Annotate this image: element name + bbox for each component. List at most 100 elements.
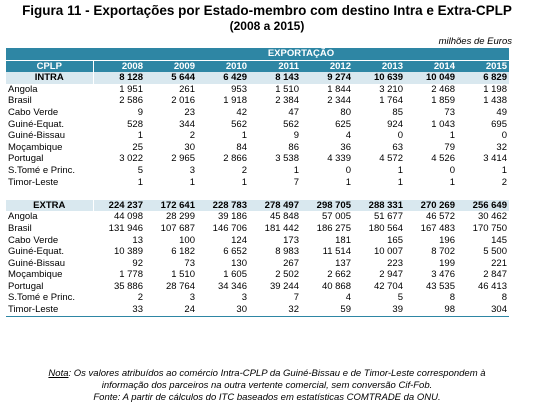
value-cell: 25: [132, 141, 143, 153]
country-label: Angola: [8, 83, 38, 95]
value-cell: 146 706: [212, 222, 247, 234]
value-cell: 86: [288, 141, 299, 153]
group-total-cell: 224 237: [92, 199, 145, 212]
country-label: Timor-Leste: [6, 304, 93, 317]
value-cell: 6 182: [171, 246, 195, 258]
value-cell: 131 946: [108, 222, 143, 234]
country-label: Moçambique: [8, 269, 63, 281]
value-cell: 1: [449, 176, 455, 188]
country-label: S.Tomé e Princ.: [8, 292, 76, 304]
value-cell: 73: [184, 257, 195, 269]
value-cell: 3 414: [483, 153, 507, 165]
value-cell: 1 043: [431, 118, 455, 130]
value-cell: 32: [249, 304, 301, 317]
group-total-row: EXTRA 224 237 172 641 228 783 278 497 298 705…: [6, 199, 509, 212]
value-cell: 2: [189, 130, 195, 142]
year-header: 2014: [405, 59, 457, 73]
group-total-row: INTRA 8 128 5 644 6 429 8 143 9 274 10 639 10 0…: [6, 72, 509, 84]
value-cell: 49: [496, 106, 507, 118]
country-label: Angola: [8, 211, 38, 223]
value-cell: 0: [501, 130, 507, 142]
value-cell: 199: [439, 257, 455, 269]
value-cell: 11 514: [322, 246, 351, 258]
value-cell: 1: [293, 164, 299, 176]
value-cell: 625: [335, 118, 351, 130]
value-cell: 2 662: [327, 269, 351, 281]
year-header: 2012: [301, 59, 353, 73]
value-cell: 42 704: [373, 280, 403, 292]
value-cell: 173: [283, 234, 299, 246]
value-cell: 1: [241, 176, 247, 188]
value-cell: 42: [236, 106, 247, 118]
value-cell: 3: [241, 292, 247, 304]
value-cell: 2 016: [171, 95, 195, 107]
value-cell: 46 413: [477, 280, 507, 292]
value-cell: 30 462: [477, 211, 507, 223]
value-cell: 84: [236, 141, 247, 153]
value-cell: 130: [231, 257, 247, 269]
value-cell: 36: [340, 141, 351, 153]
value-cell: 1: [137, 130, 143, 142]
group-spacer: [6, 188, 509, 200]
value-cell: 80: [340, 106, 351, 118]
value-cell: 8 702: [431, 246, 455, 258]
value-cell: 35 886: [113, 280, 143, 292]
group-total-cell: 8 128: [92, 72, 145, 84]
note-text: : Os valores atribuídos ao comércio Intr…: [68, 368, 486, 379]
group-total-cell: 6 829: [457, 72, 509, 84]
value-cell: 43 535: [425, 280, 455, 292]
value-cell: 165: [387, 234, 403, 246]
value-cell: 4: [345, 292, 351, 304]
value-cell: 2 344: [327, 95, 351, 107]
value-cell: 124: [231, 234, 247, 246]
year-header: 2013: [353, 59, 405, 73]
group-total-cell: 288 331: [353, 199, 405, 212]
value-cell: 344: [179, 118, 195, 130]
value-cell: 13: [132, 234, 143, 246]
group-name: EXTRA: [6, 199, 93, 212]
country-label: Timor-Leste: [8, 176, 59, 188]
value-cell: 1 951: [119, 83, 143, 95]
value-cell: 1 510: [275, 83, 299, 95]
table-row: Moçambique 1 778 1 510 1 605 2 502 2 662 2 947…: [6, 269, 509, 281]
group-total-cell: 256 649: [457, 199, 509, 212]
value-cell: 7: [293, 176, 299, 188]
unit-label: milhões de Euros: [438, 36, 512, 47]
group-total-cell: 8 143: [249, 72, 301, 84]
value-cell: 180 564: [368, 222, 403, 234]
value-cell: 45 848: [269, 211, 299, 223]
value-cell: 0: [449, 164, 455, 176]
year-header: 2011: [249, 59, 301, 73]
value-cell: 167 483: [420, 222, 455, 234]
table-row: Angola 44 098 28 299 39 186 45 848 57 005 51 6…: [6, 211, 509, 223]
country-label: Brasil: [8, 95, 32, 107]
value-cell: 63: [392, 141, 403, 153]
value-cell: 3: [189, 164, 195, 176]
value-cell: 267: [283, 257, 299, 269]
value-cell: 953: [231, 83, 247, 95]
value-cell: 2 965: [171, 153, 195, 165]
value-cell: 1: [397, 164, 403, 176]
value-cell: 39 186: [217, 211, 247, 223]
value-cell: 261: [179, 83, 195, 95]
value-cell: 1 605: [223, 269, 247, 281]
value-cell: 2: [241, 164, 247, 176]
value-cell: 562: [231, 118, 247, 130]
value-cell: 5: [397, 292, 403, 304]
value-cell: 223: [387, 257, 403, 269]
value-cell: 562: [283, 118, 299, 130]
value-cell: 304: [457, 304, 509, 317]
group-total-cell: 10 639: [353, 72, 405, 84]
table-row: Guiné-Bissau 1 2 1 9 4 0 1 0: [6, 130, 509, 142]
value-cell: 0: [345, 164, 351, 176]
country-label: Cabo Verde: [8, 106, 59, 118]
value-cell: 221: [491, 257, 507, 269]
value-cell: 2 502: [275, 269, 299, 281]
value-cell: 51 677: [373, 211, 403, 223]
band-spacer: [6, 48, 93, 61]
group-total-cell: 6 429: [197, 72, 249, 84]
value-cell: 39 244: [269, 280, 299, 292]
value-cell: 1 918: [223, 95, 247, 107]
group-name: INTRA: [6, 72, 93, 84]
value-cell: 85: [392, 106, 403, 118]
